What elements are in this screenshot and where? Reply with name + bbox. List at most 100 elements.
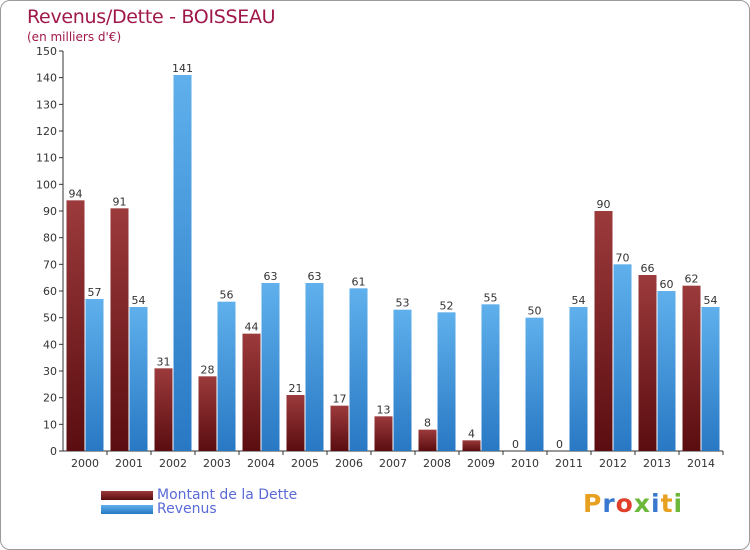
data-label-revenue: 56 [220,289,234,302]
data-label-debt: 62 [685,273,699,286]
bar-revenue [437,312,456,451]
bar-revenue [349,288,368,451]
y-tick-label: 20 [43,392,57,405]
logo-letter: t [660,489,674,518]
y-tick-label: 50 [43,312,57,325]
data-label-revenue: 52 [440,299,454,312]
y-tick-label: 70 [43,258,57,271]
data-label-debt: 90 [597,198,611,211]
bar-revenue [217,301,236,451]
bar-debt [462,440,481,451]
data-label-revenue: 57 [88,286,102,299]
x-tick-label: 2008 [423,457,451,470]
data-label-revenue: 63 [264,270,278,283]
data-label-debt: 0 [556,438,563,451]
data-label-revenue: 60 [660,278,674,291]
logo-letter: x [633,489,651,518]
bar-debt [110,208,129,451]
y-tick-label: 80 [43,232,57,245]
bar-debt [638,275,657,451]
bar-revenue [613,264,632,451]
chart-axes: 0102030405060708090100110120130140150200… [36,45,724,470]
data-label-debt: 44 [245,321,259,334]
x-tick-label: 2002 [159,457,187,470]
bar-debt [594,211,613,451]
y-tick-label: 40 [43,338,57,351]
bar-debt [242,333,261,451]
y-tick-label: 110 [36,152,57,165]
bar-debt [66,200,85,451]
x-tick-label: 2003 [203,457,231,470]
data-label-revenue: 70 [616,251,630,264]
y-tick-label: 140 [36,72,57,85]
bar-debt [286,395,305,451]
x-tick-label: 2014 [687,457,715,470]
y-tick-label: 120 [36,125,57,138]
chart-data-labels: 94 57 91 54 31 141 28 56 44 63 21 63 17 61 13 53 8 52 4 55 0… [69,62,718,451]
bar-debt [198,376,217,451]
bar-debt [418,429,437,451]
legend-label-revenue: Revenus [157,501,217,517]
x-tick-label: 2007 [379,457,407,470]
x-tick-label: 2000 [71,457,99,470]
y-tick-label: 30 [43,365,57,378]
chart-bars [66,75,720,451]
data-label-debt: 17 [333,393,347,406]
data-label-revenue: 61 [352,275,366,288]
data-label-debt: 66 [641,262,655,275]
bar-debt [682,285,701,451]
bar-revenue [85,299,104,451]
y-tick-label: 10 [43,418,57,431]
bar-revenue [261,283,280,451]
logo-letter: i [651,489,661,518]
logo-letter: P [583,489,603,518]
chart-subtitle: (en milliers d'€) [27,30,122,44]
data-label-revenue: 141 [172,62,193,75]
x-tick-label: 2012 [599,457,627,470]
x-tick-label: 2010 [511,457,539,470]
data-label-revenue: 54 [572,294,586,307]
x-tick-label: 2005 [291,457,319,470]
data-label-debt: 0 [512,438,519,451]
data-label-debt: 4 [468,427,475,440]
chart-title: Revenus/Dette - BOISSEAU [27,6,276,28]
data-label-debt: 91 [113,195,127,208]
data-label-debt: 21 [289,382,303,395]
bar-debt [154,368,173,451]
bar-revenue [657,291,676,451]
x-tick-label: 2006 [335,457,363,470]
data-label-debt: 13 [377,403,391,416]
y-tick-label: 100 [36,178,57,191]
bar-debt [374,416,393,451]
data-label-revenue: 54 [132,294,146,307]
data-label-debt: 31 [157,355,171,368]
logo-letter: r [602,489,616,518]
legend-swatch-revenue [101,505,153,514]
proxiti-logo: Proxiti [583,489,683,518]
data-label-revenue: 54 [704,294,718,307]
bar-revenue [173,75,192,451]
y-tick-label: 0 [50,445,57,458]
bar-revenue [305,283,324,451]
data-label-revenue: 63 [308,270,322,283]
logo-letter: i [673,489,684,518]
bar-revenue [129,307,148,451]
legend-label-debt: Montant de la Dette [157,487,298,503]
bar-revenue [701,307,720,451]
y-tick-label: 60 [43,285,57,298]
x-tick-label: 2001 [115,457,143,470]
data-label-debt: 28 [201,363,215,376]
logo-letter: o [615,489,634,518]
bar-revenue [481,304,500,451]
bar-revenue [393,309,412,451]
bar-revenue [525,317,544,451]
y-tick-label: 90 [43,205,57,218]
data-label-debt: 94 [69,187,83,200]
x-tick-label: 2011 [555,457,583,470]
bar-revenue [569,307,588,451]
data-label-revenue: 55 [484,291,498,304]
x-tick-label: 2004 [247,457,275,470]
x-tick-label: 2013 [643,457,671,470]
